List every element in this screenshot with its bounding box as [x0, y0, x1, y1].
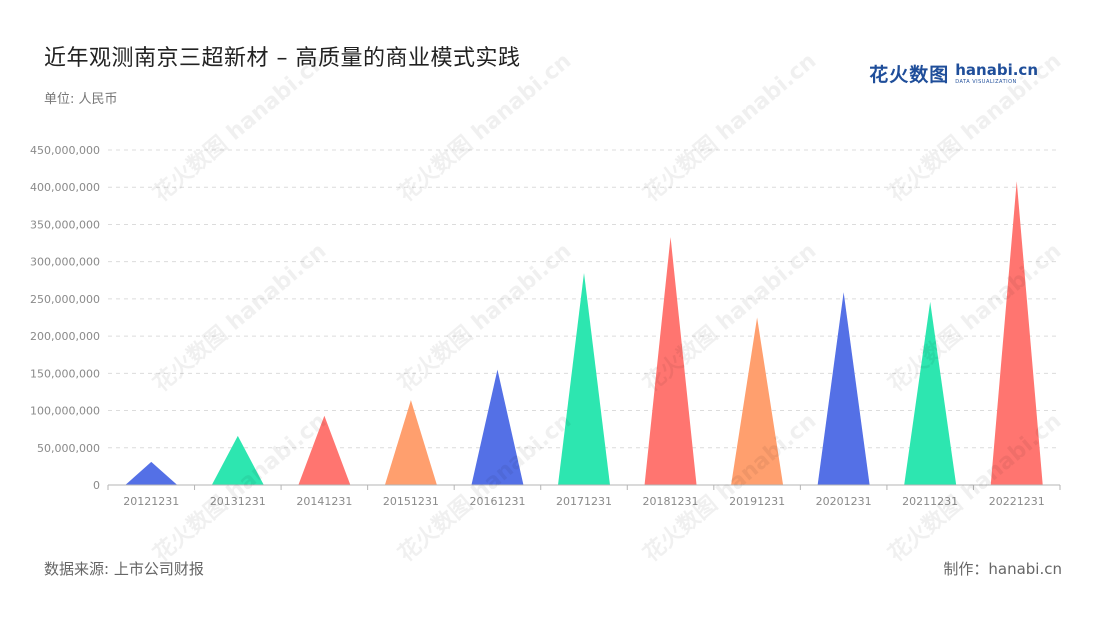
brand-tagline: DATA VISUALIZATION: [955, 78, 1017, 85]
brand-name-en-block: hanabi.cn DATA VISUALIZATION: [955, 60, 1038, 85]
brand-logo: 花火数图 hanabi.cn DATA VISUALIZATION: [869, 60, 1038, 87]
y-tick-label: 350,000,000: [30, 218, 100, 231]
x-tick-label: 20141231: [296, 495, 352, 508]
x-tick-label: 20121231: [123, 495, 179, 508]
unit-label: 单位: 人民币: [44, 92, 118, 107]
x-axis-ticks: 20121231 20131231 20141231 20151231 20161231…: [107, 485, 1061, 508]
bar-20121231: [125, 461, 178, 485]
bar-20131231: [211, 435, 264, 485]
data-source: 数据来源: 上市公司财报: [44, 560, 204, 578]
bar-20211231: [904, 301, 957, 485]
bar-20191231: [731, 317, 784, 485]
bar-20221231: [990, 181, 1043, 485]
maker-credit: 制作：hanabi.cn: [943, 560, 1062, 578]
x-tick-label: 20161231: [469, 495, 525, 508]
y-tick-label: 400,000,000: [30, 181, 100, 194]
bar-20141231: [298, 415, 351, 485]
x-tick-label: 20181231: [643, 495, 699, 508]
y-tick-label: 150,000,000: [30, 367, 100, 380]
x-tick-label: 20171231: [556, 495, 612, 508]
y-tick-label: 50,000,000: [37, 442, 100, 455]
x-tick-label: 20191231: [729, 495, 785, 508]
bar-20201231: [817, 292, 870, 485]
bar-20171231: [558, 272, 610, 485]
y-tick-label: 300,000,000: [30, 256, 100, 269]
x-tick-label: 20131231: [210, 495, 266, 508]
bar-20181231: [644, 237, 697, 485]
x-tick-label: 20201231: [816, 495, 872, 508]
x-tick-label: 20221231: [989, 495, 1045, 508]
x-tick-label: 20211231: [902, 495, 958, 508]
y-tick-label: 0: [93, 479, 100, 492]
brand-name-cn: 花火数图: [869, 64, 950, 86]
y-tick-label: 200,000,000: [30, 330, 100, 343]
bar-20151231: [384, 400, 437, 485]
y-tick-label: 450,000,000: [30, 144, 100, 157]
brand-name-en: hanabi.cn: [955, 60, 1038, 79]
y-tick-label: 250,000,000: [30, 293, 100, 306]
chart-title: 近年观测南京三超新材 – 高质量的商业模式实践: [44, 46, 521, 71]
x-tick-label: 20151231: [383, 495, 439, 508]
bars: [125, 181, 1043, 485]
y-tick-label: 100,000,000: [30, 405, 100, 418]
bar-20161231: [471, 369, 524, 485]
y-axis-ticks: 0 50,000,000 100,000,000 150,000,000 200,000…: [30, 144, 100, 492]
